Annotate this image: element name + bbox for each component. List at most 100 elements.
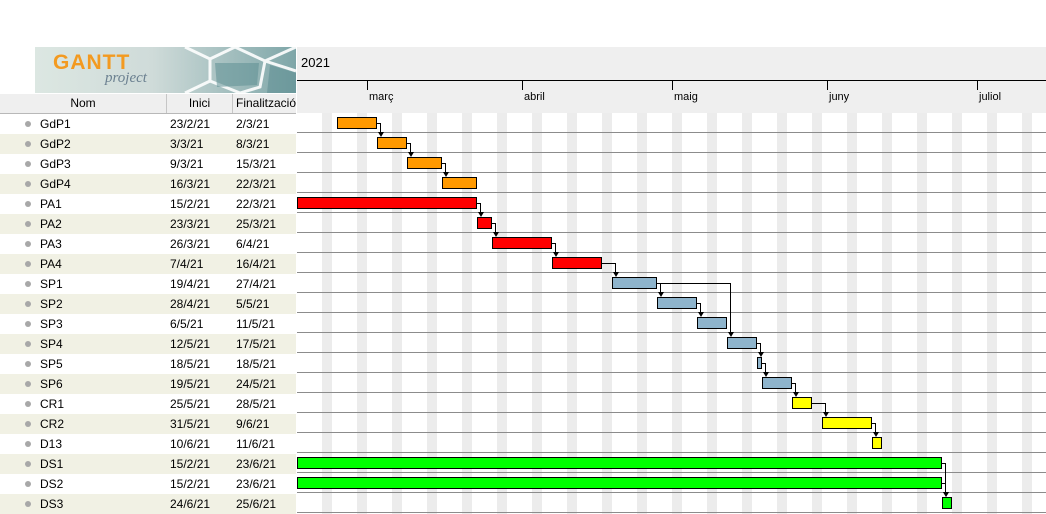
- task-end: 5/5/21: [236, 297, 270, 311]
- task-row[interactable]: SP3 6/5/21 11/5/21: [0, 314, 296, 334]
- task-end: 8/3/21: [236, 137, 270, 151]
- task-bar-pa1[interactable]: [297, 197, 477, 209]
- task-bar-gdp3[interactable]: [407, 157, 442, 169]
- task-bar-cr1[interactable]: [792, 397, 812, 409]
- task-row[interactable]: PA1 15/2/21 22/3/21: [0, 194, 296, 214]
- task-bullet-icon: [25, 341, 31, 347]
- weekend-band: [952, 113, 962, 514]
- task-bar-sp6[interactable]: [762, 377, 792, 389]
- task-bar-pa4[interactable]: [552, 257, 602, 269]
- weekend-band: [707, 113, 717, 514]
- task-name: SP3: [40, 317, 63, 331]
- task-row[interactable]: SP4 12/5/21 17/5/21: [0, 334, 296, 354]
- task-bar-d13[interactable]: [872, 437, 882, 449]
- task-row[interactable]: DS3 24/6/21 25/6/21: [0, 494, 296, 514]
- task-row[interactable]: SP2 28/4/21 5/5/21: [0, 294, 296, 314]
- task-bullet-icon: [25, 441, 31, 447]
- weekend-band: [987, 113, 997, 514]
- dependency-line: [792, 383, 796, 384]
- task-row[interactable]: CR2 31/5/21 9/6/21: [0, 414, 296, 434]
- row-separator: [297, 492, 1046, 493]
- task-bar-ds1[interactable]: [297, 457, 942, 469]
- task-row[interactable]: GdP2 3/3/21 8/3/21: [0, 134, 296, 154]
- task-bar-pa2[interactable]: [477, 217, 492, 229]
- task-bullet-icon: [25, 241, 31, 247]
- task-row[interactable]: D13 10/6/21 11/6/21: [0, 434, 296, 454]
- task-row[interactable]: SP6 19/5/21 24/5/21: [0, 374, 296, 394]
- task-start: 15/2/21: [170, 477, 211, 491]
- column-header-start[interactable]: Inici: [167, 94, 233, 113]
- task-row[interactable]: SP1 19/4/21 27/4/21: [0, 274, 296, 294]
- task-name: CR2: [40, 417, 65, 431]
- dependency-line: [697, 303, 701, 304]
- task-bar-ds2[interactable]: [297, 477, 942, 489]
- task-bar-cr2[interactable]: [822, 417, 872, 429]
- task-bar-ds3[interactable]: [942, 497, 952, 509]
- row-separator: [297, 472, 1046, 473]
- dependency-line: [377, 123, 381, 124]
- task-start: 16/3/21: [170, 177, 211, 191]
- task-bar-pa3[interactable]: [492, 237, 552, 249]
- task-row[interactable]: GdP3 9/3/21 15/3/21: [0, 154, 296, 174]
- task-bar-gdp2[interactable]: [377, 137, 407, 149]
- month-tick: [827, 81, 828, 90]
- dependency-line: [477, 203, 481, 204]
- task-bullet-icon: [25, 421, 31, 427]
- dependency-line: [942, 483, 946, 484]
- dependency-arrow-icon: [378, 132, 384, 137]
- row-separator: [297, 232, 1046, 233]
- month-tick: [672, 81, 673, 90]
- column-header-name[interactable]: Nom: [0, 94, 167, 113]
- row-separator: [297, 172, 1046, 173]
- task-row[interactable]: CR1 25/5/21 28/5/21: [0, 394, 296, 414]
- task-bar-gdp4[interactable]: [442, 177, 477, 189]
- weekend-band: [882, 113, 892, 514]
- task-end: 11/6/21: [236, 437, 276, 451]
- task-start: 23/3/21: [170, 217, 211, 231]
- dependency-line: [492, 223, 496, 224]
- task-bullet-icon: [25, 121, 31, 127]
- task-row[interactable]: GdP1 23/2/21 2/3/21: [0, 114, 296, 134]
- row-separator: [297, 312, 1046, 313]
- task-bar-sp3[interactable]: [697, 317, 727, 329]
- task-bullet-icon: [25, 501, 31, 507]
- task-start: 26/3/21: [170, 237, 211, 251]
- gantt-chart-area[interactable]: [297, 113, 1046, 514]
- timeline-month-header: març abril maig juny juliol: [297, 80, 1046, 114]
- row-separator: [297, 212, 1046, 213]
- weekend-band: [742, 113, 752, 514]
- row-separator: [297, 292, 1046, 293]
- dependency-arrow-icon: [728, 332, 734, 337]
- task-start: 15/2/21: [170, 197, 211, 211]
- task-row[interactable]: DS2 15/2/21 23/6/21: [0, 474, 296, 494]
- dependency-arrow-icon: [443, 172, 449, 177]
- task-end: 22/3/21: [236, 177, 277, 191]
- task-row[interactable]: PA4 7/4/21 16/4/21: [0, 254, 296, 274]
- dependency-line: [552, 243, 556, 244]
- row-separator: [297, 372, 1046, 373]
- task-bullet-icon: [25, 381, 31, 387]
- task-bar-gdp1[interactable]: [337, 117, 377, 129]
- task-row[interactable]: DS1 15/2/21 23/6/21: [0, 454, 296, 474]
- task-row[interactable]: PA2 23/3/21 25/3/21: [0, 214, 296, 234]
- month-tick: [367, 81, 368, 90]
- column-header-end[interactable]: Finalització: [236, 96, 296, 110]
- task-bar-sp1[interactable]: [612, 277, 657, 289]
- weekend-band: [1022, 113, 1032, 514]
- task-row[interactable]: PA3 26/3/21 6/4/21: [0, 234, 296, 254]
- task-bullet-icon: [25, 181, 31, 187]
- task-name: SP6: [40, 377, 63, 391]
- task-end: 24/5/21: [236, 377, 277, 391]
- task-bar-sp4[interactable]: [727, 337, 757, 349]
- task-bullet-icon: [25, 301, 31, 307]
- task-start: 12/5/21: [170, 337, 211, 351]
- task-row[interactable]: SP5 18/5/21 18/5/21: [0, 354, 296, 374]
- task-name: SP2: [40, 297, 63, 311]
- logo-title: GANTT: [53, 51, 131, 74]
- task-row[interactable]: GdP4 16/3/21 22/3/21: [0, 174, 296, 194]
- task-bar-sp5[interactable]: [757, 357, 762, 369]
- dependency-line: [380, 123, 381, 133]
- task-end: 2/3/21: [236, 117, 270, 131]
- weekend-band: [357, 113, 367, 514]
- task-bar-sp2[interactable]: [657, 297, 697, 309]
